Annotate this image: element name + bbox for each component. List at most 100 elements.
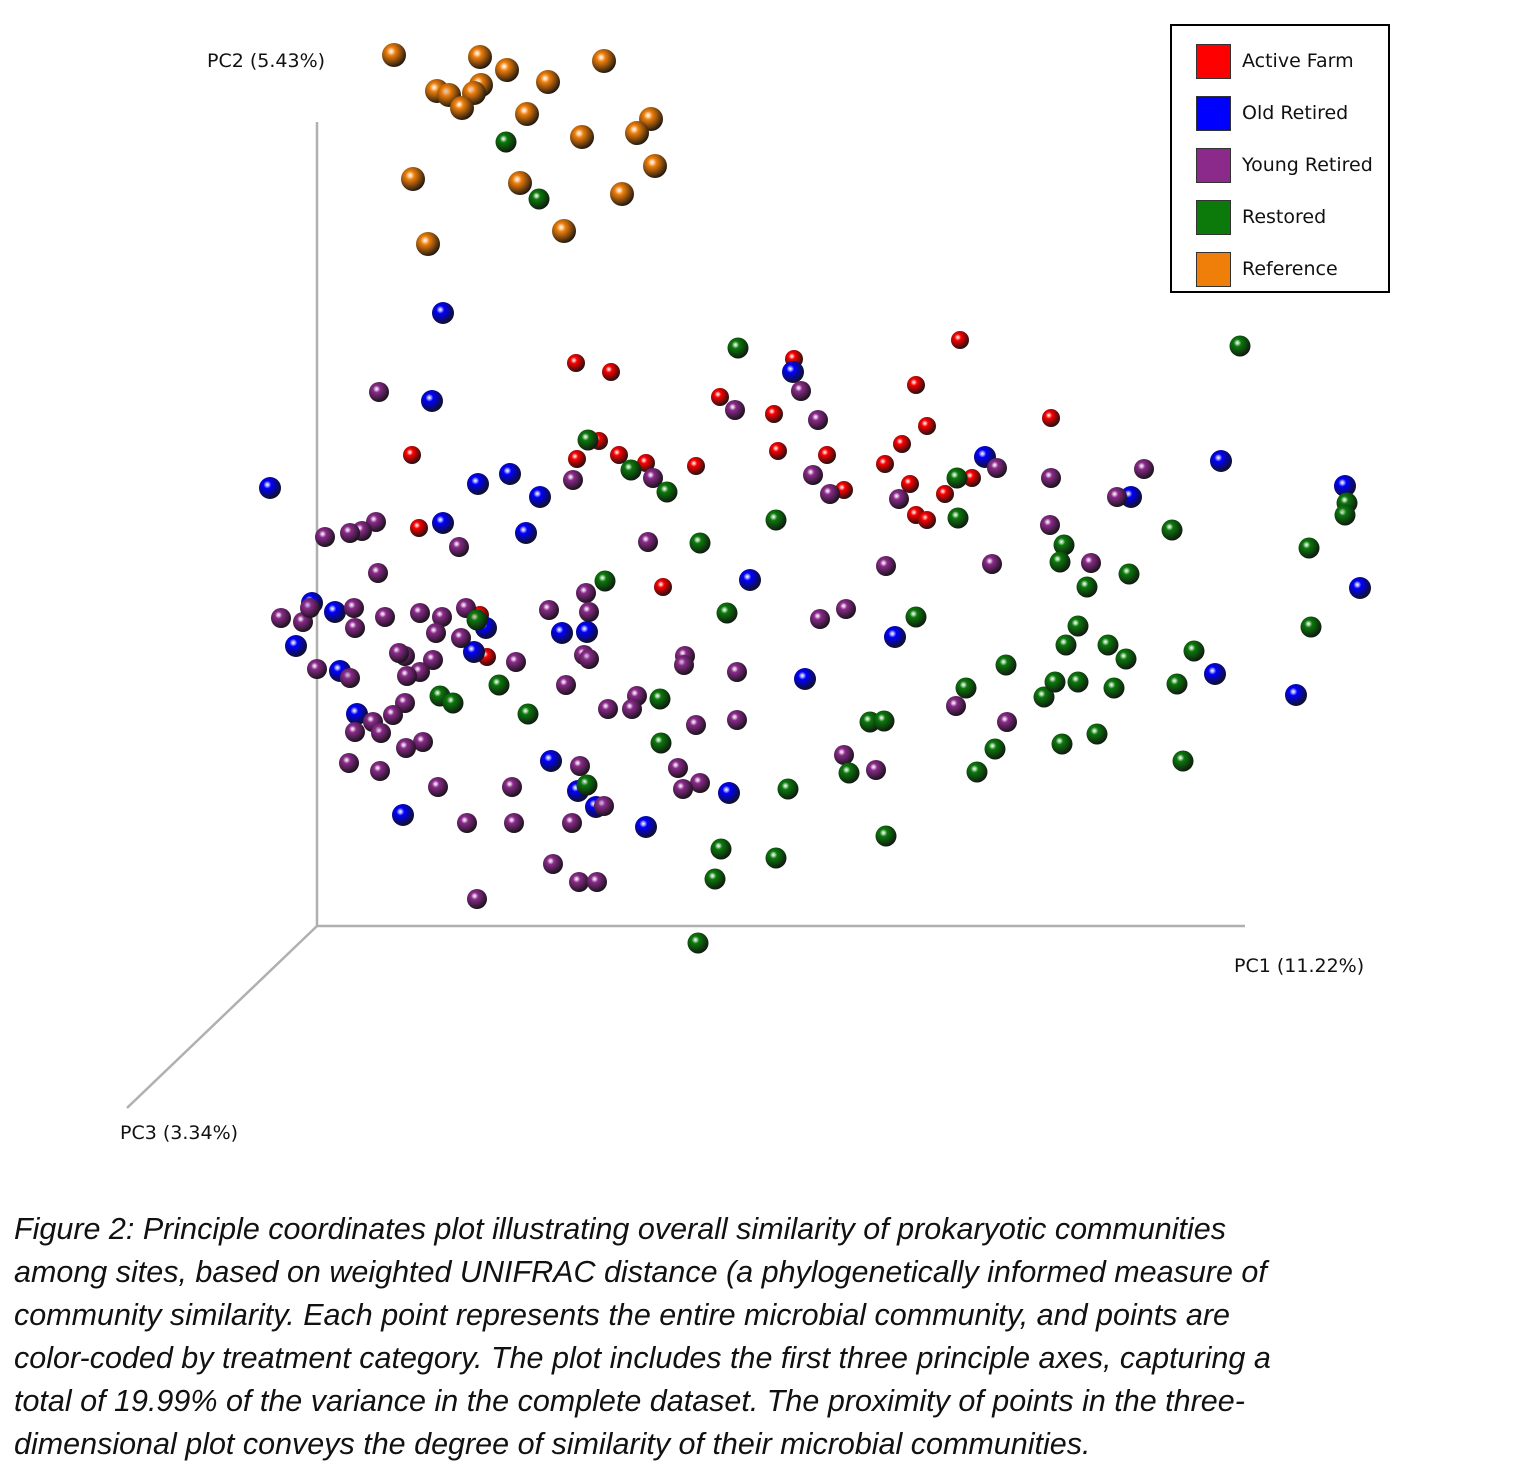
point-restored	[594, 570, 616, 592]
point-young-retired	[368, 563, 388, 583]
point-restored	[838, 762, 860, 784]
point-reference	[570, 125, 594, 149]
legend-label: Active Farm	[1242, 50, 1354, 72]
point-young-retired	[997, 712, 1017, 732]
point-restored	[1103, 677, 1125, 699]
point-old-retired	[1334, 475, 1356, 497]
legend-swatch-old-retired	[1196, 95, 1231, 131]
figure-caption: Figure 2: Principle coordinates plot ill…	[14, 1208, 1534, 1466]
point-active-farm	[765, 405, 783, 423]
point-restored	[1115, 648, 1137, 670]
point-restored	[1183, 640, 1205, 662]
point-old-retired	[346, 703, 368, 725]
point-restored	[650, 732, 672, 754]
legend-label: Reference	[1242, 258, 1338, 280]
point-young-retired	[344, 598, 364, 618]
point-old-retired	[782, 361, 804, 383]
point-young-retired	[1040, 515, 1060, 535]
point-restored	[1051, 733, 1073, 755]
point-restored	[1055, 634, 1077, 656]
point-restored	[1053, 534, 1075, 556]
point-young-retired	[428, 777, 448, 797]
point-young-retired	[506, 652, 526, 672]
point-restored	[704, 868, 726, 890]
point-restored	[1097, 634, 1119, 656]
point-old-retired	[1349, 577, 1371, 599]
point-old-retired	[635, 816, 657, 838]
point-young-retired	[451, 628, 471, 648]
pc1-axis-label: PC1 (11.22%)	[1234, 955, 1365, 977]
point-restored	[1300, 616, 1322, 638]
point-young-retired	[638, 532, 658, 552]
point-young-retired	[504, 813, 524, 833]
point-restored	[517, 703, 539, 725]
legend-item-old-retired: Old Retired	[1196, 95, 1348, 131]
point-restored	[710, 838, 732, 860]
point-young-retired	[397, 666, 417, 686]
point-young-retired	[396, 738, 416, 758]
point-young-retired	[1041, 468, 1061, 488]
caption-line: Figure 2: Principle coordinates plot ill…	[14, 1212, 1227, 1246]
point-young-retired	[576, 583, 596, 603]
point-young-retired	[643, 468, 663, 488]
legend-label: Old Retired	[1242, 102, 1349, 124]
point-active-farm	[602, 363, 620, 381]
caption-line: community similarity. Each point represe…	[14, 1298, 1230, 1332]
point-restored	[1229, 335, 1251, 357]
point-restored	[875, 825, 897, 847]
point-restored	[1161, 519, 1183, 541]
point-restored	[466, 609, 488, 631]
point-reference	[625, 121, 649, 145]
point-restored	[1166, 673, 1188, 695]
point-young-retired	[987, 458, 1007, 478]
point-restored	[488, 674, 510, 696]
point-young-retired	[727, 710, 747, 730]
point-reference	[536, 70, 560, 94]
point-young-retired	[820, 484, 840, 504]
pc3-axis	[126, 925, 318, 1109]
point-restored	[947, 507, 969, 529]
point-young-retired	[340, 668, 360, 688]
data-points	[259, 43, 1371, 954]
point-young-retired	[339, 753, 359, 773]
point-old-retired	[324, 601, 346, 623]
point-young-retired	[345, 722, 365, 742]
legend-item-reference: Reference	[1196, 251, 1338, 287]
point-young-retired	[340, 523, 360, 543]
point-restored	[1334, 504, 1356, 526]
point-reference	[552, 219, 576, 243]
legend-label: Young Retired	[1242, 154, 1373, 176]
pcoa-3d-plot	[126, 43, 1371, 1109]
point-active-farm	[687, 457, 705, 475]
point-restored	[1076, 576, 1098, 598]
point-old-retired	[551, 622, 573, 644]
point-young-retired	[375, 607, 395, 627]
point-active-farm	[818, 446, 836, 464]
point-young-retired	[889, 489, 909, 509]
point-restored	[1118, 563, 1140, 585]
point-reference	[468, 45, 492, 69]
caption-line: dimensional plot conveys the degree of s…	[14, 1427, 1091, 1461]
point-reference	[416, 232, 440, 256]
point-restored	[656, 481, 678, 503]
point-active-farm	[901, 475, 919, 493]
point-young-retired	[808, 410, 828, 430]
point-restored	[777, 778, 799, 800]
point-restored	[905, 606, 927, 628]
point-young-retired	[562, 813, 582, 833]
point-young-retired	[982, 554, 1002, 574]
point-restored	[649, 688, 671, 710]
point-young-retired	[725, 400, 745, 420]
legend-item-active-farm: Active Farm	[1196, 43, 1354, 79]
point-restored	[577, 429, 599, 451]
point-restored	[1067, 615, 1089, 637]
point-old-retired	[432, 302, 454, 324]
point-young-retired	[1081, 553, 1101, 573]
legend-item-restored: Restored	[1196, 199, 1326, 235]
point-restored	[873, 710, 895, 732]
point-restored	[727, 337, 749, 359]
point-active-farm	[654, 578, 672, 596]
point-restored	[1044, 671, 1066, 693]
point-active-farm	[403, 446, 421, 464]
point-young-retired	[432, 607, 452, 627]
